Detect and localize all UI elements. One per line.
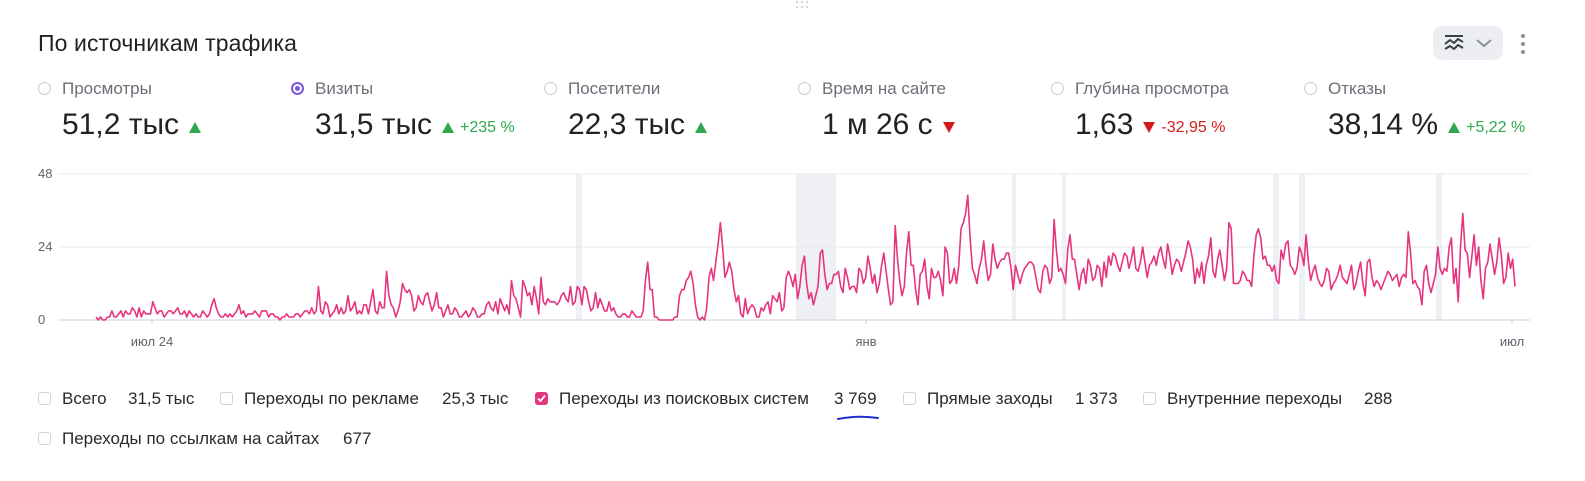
trend-up-icon <box>1448 122 1461 133</box>
metric-value: 22,3 тыс <box>568 108 686 141</box>
drag-handle-icon[interactable] <box>796 1 810 11</box>
metric-radio[interactable] <box>1304 82 1317 95</box>
legend-checkbox[interactable] <box>903 392 916 405</box>
metric-label: Время на сайте <box>822 79 946 98</box>
metric-2[interactable]: Посетители 22,3 тыс <box>544 78 784 148</box>
legend-label: Переходы из поисковых систем <box>559 389 809 408</box>
line-chart-icon <box>1444 35 1464 50</box>
metric-label: Отказы <box>1328 79 1387 98</box>
chart-view-toggle[interactable] <box>1433 26 1503 60</box>
legend-value: 3 769 <box>834 389 877 408</box>
trend-up-icon <box>695 122 708 133</box>
metric-change: -32,95 % <box>1161 119 1226 136</box>
metric-value: 31,5 тыс <box>315 108 433 141</box>
metric-trend <box>942 120 961 138</box>
legend-label: Прямые заходы <box>927 389 1053 408</box>
more-options-button[interactable] <box>1516 32 1530 56</box>
metric-value: 1 м 26 с <box>822 108 933 141</box>
legend-value: 25,3 тыс <box>442 389 509 408</box>
traffic-line-chart: 0 24 48 июл 24 янв июл <box>38 166 1530 349</box>
metric-change: +235 % <box>460 119 515 136</box>
x-tick-label: июл <box>1500 334 1524 349</box>
legend-label: Внутренние переходы <box>1167 389 1343 408</box>
legend-value: 31,5 тыс <box>128 389 195 408</box>
metric-0[interactable]: Просмотры 51,2 тыс <box>38 78 278 148</box>
legend-checkbox[interactable] <box>38 432 51 445</box>
metric-label: Просмотры <box>62 79 152 98</box>
metric-change: +5,22 % <box>1466 119 1526 136</box>
legend-label: Переходы по ссылкам на сайтах <box>62 429 320 448</box>
metric-trend <box>189 120 207 138</box>
trend-down-icon <box>942 122 955 133</box>
metric-value: 1,63 <box>1075 108 1134 141</box>
metric-radio[interactable] <box>291 82 304 95</box>
trend-up-icon <box>442 122 455 133</box>
legend-value: 677 <box>343 429 372 448</box>
metric-value: 38,14 % <box>1328 108 1439 141</box>
metric-radio[interactable] <box>544 82 557 95</box>
metric-trend: +235 % <box>442 119 515 138</box>
y-tick-label: 48 <box>38 166 52 181</box>
y-tick-label: 0 <box>38 312 45 327</box>
metric-4[interactable]: Глубина просмотра 1,63 -32,95 % <box>1051 78 1291 148</box>
legend-checkbox[interactable] <box>38 392 51 405</box>
legend-label: Переходы по рекламе <box>244 389 419 408</box>
checkmark-icon <box>537 394 546 403</box>
metric-radio[interactable] <box>38 82 51 95</box>
trend-down-icon <box>1143 122 1156 133</box>
series-line <box>95 194 1516 321</box>
metric-radio[interactable] <box>798 82 811 95</box>
legend-checkbox[interactable] <box>535 392 548 405</box>
legend-checkbox[interactable] <box>1143 392 1156 405</box>
widget-title: По источникам трафика <box>38 30 298 56</box>
metric-label: Посетители <box>568 79 661 98</box>
legend-value: 1 373 <box>1075 389 1118 408</box>
y-tick-label: 24 <box>38 239 52 254</box>
metric-trend: +5,22 % <box>1448 119 1526 138</box>
chevron-down-icon <box>1476 39 1492 48</box>
legend-label: Всего <box>62 389 107 408</box>
trend-up-icon <box>189 122 202 133</box>
legend-checkbox[interactable] <box>220 392 233 405</box>
metric-label: Визиты <box>315 79 374 98</box>
metric-1[interactable]: Визиты 31,5 тыс +235 % <box>291 78 531 148</box>
metric-value: 51,2 тыс <box>62 108 180 141</box>
metric-5[interactable]: Отказы 38,14 % +5,22 % <box>1304 78 1544 148</box>
x-tick-label: июл 24 <box>131 334 173 349</box>
metric-radio[interactable] <box>1051 82 1064 95</box>
metric-3[interactable]: Время на сайте 1 м 26 с <box>798 78 1038 148</box>
metric-trend <box>695 120 713 138</box>
x-tick-label: янв <box>855 334 876 349</box>
annotation-underline <box>837 415 879 420</box>
vertical-dots-icon <box>1521 34 1525 38</box>
metric-label: Глубина просмотра <box>1075 79 1229 98</box>
legend-value: 288 <box>1364 389 1393 408</box>
metric-trend: -32,95 % <box>1143 119 1226 138</box>
